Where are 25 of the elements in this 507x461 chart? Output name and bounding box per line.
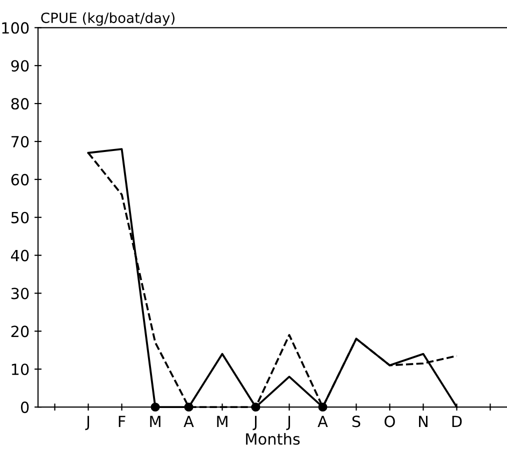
x-tick-label: S <box>352 416 360 428</box>
x-tick-label: A <box>318 416 328 428</box>
x-tick-label: J <box>252 416 257 430</box>
x-tick-label: N <box>419 416 428 428</box>
x-tick-label: J <box>85 416 90 430</box>
y-tick-label: 40 <box>11 250 29 262</box>
y-tick-label: 70 <box>12 136 29 148</box>
x-tick-label: F <box>118 416 126 428</box>
y-tick-label: 90 <box>11 60 29 72</box>
x-tick-label: O <box>384 416 395 428</box>
x-tick-label: A <box>184 416 194 428</box>
y-tick-label: 80 <box>11 98 29 110</box>
y-tick-label: 0 <box>20 402 29 414</box>
y-tick-label: 10 <box>12 364 29 376</box>
y-axis-title: CPUE (kg/boat/day) <box>41 12 174 26</box>
x-tick-label: J <box>286 416 290 430</box>
y-tick-label: 100 <box>2 22 29 34</box>
y-tick-label: 20 <box>11 326 29 338</box>
x-tick-label: M <box>150 416 160 428</box>
x-tick-label: M <box>217 416 228 428</box>
x-axis-title: Months <box>246 432 300 445</box>
y-tick-label: 50 <box>11 212 29 224</box>
y-tick-label: 60 <box>11 174 29 186</box>
x-tick-label: D <box>452 416 462 428</box>
y-tick-label: 30 <box>11 288 29 300</box>
